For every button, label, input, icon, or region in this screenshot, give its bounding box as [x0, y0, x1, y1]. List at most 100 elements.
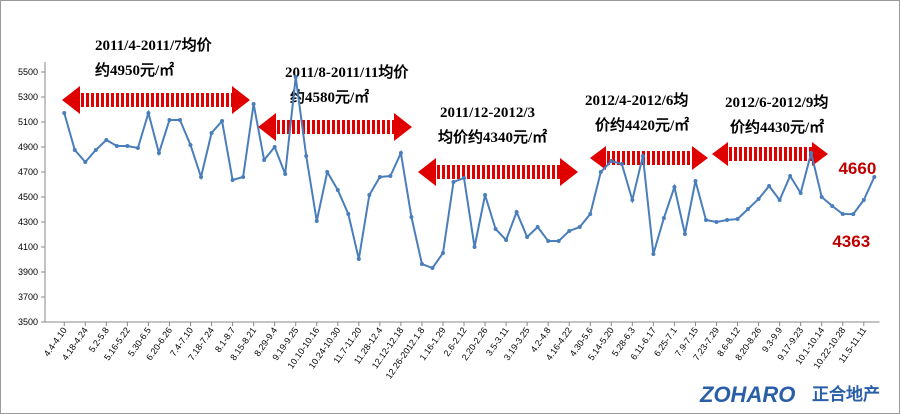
y-tick-label: 3900: [18, 267, 38, 277]
point: [504, 238, 509, 242]
point: [598, 170, 603, 174]
point: [346, 212, 351, 216]
point: [798, 191, 803, 195]
range-arrow: [590, 146, 708, 170]
point: [640, 154, 645, 158]
point: [682, 232, 687, 236]
point: [714, 220, 719, 224]
point: [177, 118, 182, 122]
data-label: 4660: [838, 159, 876, 178]
point: [535, 225, 540, 229]
point: [609, 159, 614, 163]
point: [819, 195, 824, 199]
range-arrow: [712, 142, 828, 166]
point: [525, 235, 530, 239]
point: [304, 154, 309, 158]
point: [703, 218, 708, 222]
y-tick-label: 3700: [18, 292, 38, 302]
point: [125, 144, 130, 148]
point: [220, 119, 225, 123]
point: [588, 212, 593, 216]
point: [409, 215, 414, 219]
point: [272, 145, 277, 149]
point: [356, 257, 361, 261]
point: [241, 175, 246, 179]
annotation: 约4950元/㎡: [95, 61, 174, 79]
annotation: 约4580元/㎡: [290, 88, 369, 106]
point: [567, 229, 572, 233]
point: [840, 212, 845, 216]
point: [199, 175, 204, 179]
annotation: 2011/8-2011/11均价: [285, 63, 409, 81]
point: [514, 210, 519, 214]
point: [93, 148, 98, 152]
point: [767, 184, 772, 188]
point: [872, 175, 877, 179]
point: [440, 251, 445, 255]
logo: ZOHARO: [699, 382, 795, 407]
y-tick-label: 4900: [18, 142, 38, 152]
point: [746, 207, 751, 211]
y-tick-label: 5300: [18, 92, 38, 102]
point: [114, 144, 119, 148]
point: [546, 239, 551, 243]
annotation: 2012/4-2012/6均: [585, 91, 688, 109]
point: [483, 193, 488, 197]
point: [72, 148, 77, 152]
point: [735, 217, 740, 221]
point: [62, 111, 67, 115]
point: [556, 239, 561, 243]
y-tick-label: 5500: [18, 67, 38, 77]
annotation: 2011/12-2012/3: [440, 105, 535, 121]
point: [651, 252, 656, 256]
point: [104, 138, 109, 142]
range-arrow: [418, 158, 578, 186]
point: [577, 225, 582, 229]
point: [630, 198, 635, 202]
range-arrow: [258, 113, 412, 141]
point: [851, 212, 856, 217]
point: [262, 158, 267, 162]
point: [788, 174, 793, 178]
point: [398, 151, 403, 155]
point: [725, 218, 730, 222]
point: [283, 172, 288, 176]
y-tick-label: 4500: [18, 192, 38, 202]
point: [146, 111, 151, 115]
point: [156, 151, 161, 155]
point: [335, 188, 340, 192]
point: [493, 227, 498, 231]
point: [672, 185, 677, 189]
point: [809, 151, 814, 155]
point: [230, 178, 235, 182]
point: [314, 219, 319, 223]
annotation: 均价约4340元/㎡: [438, 128, 547, 146]
point: [619, 162, 624, 166]
point: [325, 170, 330, 174]
point: [462, 176, 467, 180]
point: [661, 216, 666, 220]
annotation: 2011/4-2011/7均价: [95, 36, 213, 54]
point: [135, 146, 140, 150]
point: [693, 179, 698, 183]
point: [830, 204, 835, 208]
point: [188, 143, 193, 147]
point: [472, 245, 477, 249]
point: [377, 175, 382, 179]
point: [367, 193, 372, 197]
point: [209, 131, 214, 135]
annotation: 价约4430元/㎡: [730, 118, 824, 136]
point: [293, 75, 298, 79]
point: [451, 180, 456, 184]
point: [83, 160, 88, 164]
y-tick-label: 4700: [18, 167, 38, 177]
y-tick-label: 4300: [18, 217, 38, 227]
point: [388, 174, 393, 178]
point: [777, 198, 782, 202]
line: [63, 76, 876, 270]
point: [167, 118, 172, 122]
y-tick-label: 4100: [18, 242, 38, 252]
point: [251, 102, 256, 106]
point: [756, 197, 761, 201]
